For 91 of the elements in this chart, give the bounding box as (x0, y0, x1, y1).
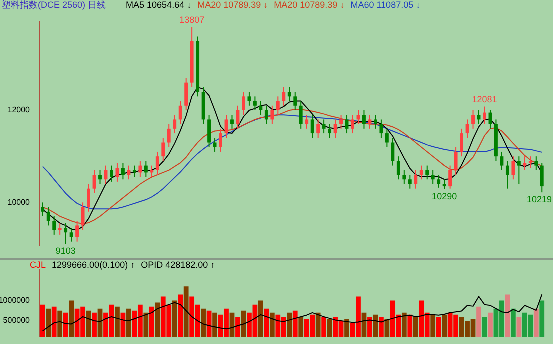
candlestick (420, 165, 424, 180)
candlestick (276, 96, 280, 116)
candlestick (316, 119, 320, 139)
text: MA20 10789.39 ↓ (274, 0, 345, 11)
candlestick (58, 222, 62, 236)
candlestick (110, 165, 114, 182)
candlestick (259, 100, 263, 116)
candlestick (391, 138, 395, 166)
candlestick (506, 160, 510, 190)
candlestick (208, 114, 212, 148)
candlestick (219, 128, 222, 152)
candlestick (310, 114, 314, 139)
text: MA60 11087.05 ↓ (350, 0, 421, 11)
candlestick (466, 119, 470, 139)
annotation: 13807 (180, 15, 205, 26)
candlestick (380, 119, 384, 139)
candlestick (46, 206, 50, 226)
candlestick (98, 170, 102, 185)
candlestick (156, 151, 160, 176)
candlestick (184, 78, 188, 111)
candlestick (396, 156, 400, 180)
y-tick-label: 10000 (8, 198, 31, 207)
candlestick (162, 138, 166, 162)
candlestick (138, 160, 142, 178)
candlestick (340, 114, 343, 130)
candlestick (121, 163, 125, 180)
text: MA20 10789.39 ↓ (198, 0, 268, 11)
candlestick (368, 114, 372, 130)
annotation: 9103 (56, 246, 76, 256)
candlestick (81, 202, 85, 231)
text: CJL (30, 260, 46, 271)
candlestick (362, 110, 366, 130)
text: OPID 428182.00 ↑ (141, 260, 216, 271)
candlestick (328, 124, 332, 139)
candlestick (523, 156, 527, 171)
y-tick-label: 12000 (8, 106, 31, 115)
annotation: 10219 (526, 194, 552, 205)
candlestick (528, 156, 532, 169)
candlestick (253, 96, 257, 111)
candlestick (374, 114, 378, 130)
candlestick (500, 151, 504, 171)
candlestick (540, 163, 544, 194)
candlestick (448, 165, 452, 190)
candlestick (167, 124, 171, 148)
candlestick (483, 106, 486, 125)
candlestick (322, 119, 326, 134)
candlestick (230, 114, 234, 130)
candlestick (534, 156, 538, 171)
candlestick (426, 165, 430, 180)
candlestick (144, 160, 148, 178)
text: MA5 10654.64 ↓ (126, 0, 192, 11)
candlestick (437, 174, 441, 188)
candlestick (116, 163, 120, 182)
candlestick (178, 100, 182, 125)
candlestick (454, 146, 458, 176)
annotation: 12081 (472, 94, 498, 105)
candlestick (334, 119, 338, 139)
candlestick (127, 165, 131, 180)
candlestick (472, 110, 475, 130)
candlestick (345, 114, 349, 134)
candlestick (76, 220, 80, 242)
candlestick (431, 170, 435, 185)
chart-title: 塑料指数(DCE 2560) 日线 (2, 0, 106, 11)
candlestick (402, 170, 406, 185)
candlestick (385, 128, 389, 148)
candlestick (52, 216, 56, 236)
candlestick (442, 179, 446, 190)
candlestick (70, 228, 74, 242)
annotation: 1299666.00(0.100) ↑ (52, 260, 136, 271)
candlestick (512, 156, 516, 180)
candlestick (282, 86, 286, 106)
annotation: 10290 (432, 191, 458, 202)
candlestick (414, 170, 418, 190)
candlestick (294, 92, 298, 111)
candlestick (87, 184, 90, 212)
candlestick (242, 92, 246, 116)
candlestick (351, 114, 354, 134)
candlestick (41, 202, 45, 217)
candlestick (64, 222, 68, 245)
candlestick (288, 86, 292, 102)
candlestick (264, 105, 268, 125)
candlestick (408, 174, 412, 190)
y-tick-label: 500000 (3, 316, 31, 326)
candlestick (305, 114, 309, 130)
candlestick (173, 114, 177, 134)
candlestick (299, 100, 303, 130)
candlestick (270, 105, 274, 125)
candlestick (213, 138, 217, 152)
candlestick (460, 128, 464, 158)
candlestick (248, 92, 252, 106)
candlestick (517, 156, 521, 185)
